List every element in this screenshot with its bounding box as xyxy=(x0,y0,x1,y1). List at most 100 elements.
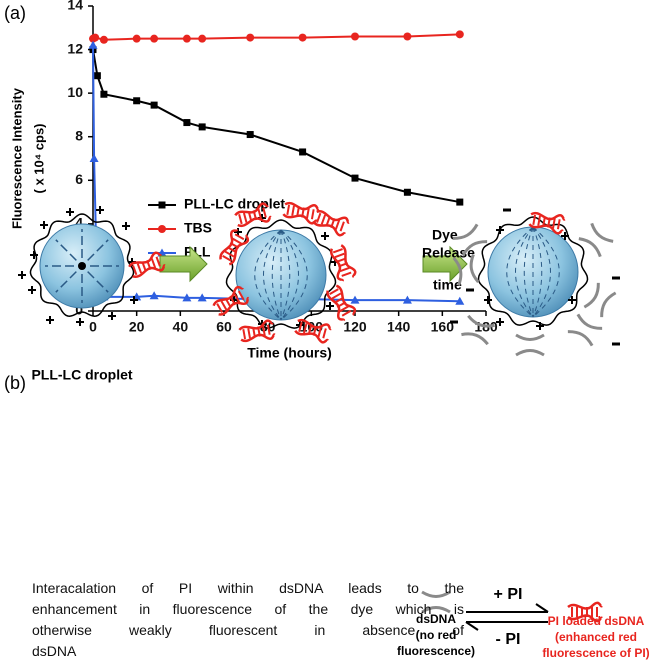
data-point xyxy=(150,101,158,109)
defect-core xyxy=(78,262,86,270)
charge-plus xyxy=(40,221,48,229)
dna-rung xyxy=(532,214,537,226)
dna-strand xyxy=(421,590,451,614)
dna-rung xyxy=(336,257,347,263)
director-line xyxy=(55,239,77,261)
data-point xyxy=(149,291,159,300)
dna-rung xyxy=(552,218,556,229)
data-point xyxy=(150,34,159,43)
director-line xyxy=(263,229,282,321)
data-point xyxy=(99,35,108,44)
data-point xyxy=(197,293,207,302)
director-line xyxy=(523,226,534,318)
dsdna-icon xyxy=(452,253,480,287)
polymer-shell xyxy=(225,219,337,329)
dsdna-icon xyxy=(578,222,614,258)
species-label: dsDNA xyxy=(416,612,456,626)
diagram: PLL-LC droplet Dye Release time + PI - P… xyxy=(18,201,650,660)
caption-line: enhancement in fluorescence of the dye w… xyxy=(32,601,464,617)
pi-dsdna-icon xyxy=(234,202,272,228)
data-point xyxy=(91,33,100,42)
dna-rung xyxy=(262,325,266,336)
dna-strand xyxy=(578,222,614,258)
pi-dsdna-icon xyxy=(212,285,250,316)
series-line xyxy=(92,49,460,204)
dsdna-icon xyxy=(452,223,488,257)
dna-rung xyxy=(234,233,245,241)
x-tick-label: 40 xyxy=(173,319,189,335)
charge-plus xyxy=(28,286,36,294)
data-point xyxy=(198,34,207,43)
x-tick-label: 140 xyxy=(387,319,411,335)
dna-rung xyxy=(132,265,138,276)
species-label: (no red xyxy=(416,628,457,642)
dna-rung xyxy=(227,246,237,254)
y-tick-label: 14 xyxy=(67,0,83,13)
director-line xyxy=(87,239,109,261)
pi-dsdna-icon xyxy=(238,319,276,343)
dsdna-icon xyxy=(567,313,603,347)
x-axis-title: Time (hours) xyxy=(247,345,332,361)
pi-dsdna-icon xyxy=(282,201,320,225)
dna-rung xyxy=(301,207,305,218)
dna-rung xyxy=(547,217,551,228)
dna-rung xyxy=(252,210,258,221)
data-point xyxy=(403,32,412,41)
equilibrium-arrow-head xyxy=(465,621,479,631)
dna-rung xyxy=(537,215,541,226)
reaction-label: + PI xyxy=(494,586,523,603)
dna-rung xyxy=(336,301,347,308)
reaction-label: - PI xyxy=(496,631,521,648)
director-line xyxy=(532,226,543,318)
dna-rung xyxy=(238,214,243,225)
dna-rung xyxy=(322,328,327,339)
data-point xyxy=(246,33,255,42)
dna-rung xyxy=(325,216,331,227)
charge-plus xyxy=(326,302,334,310)
process-arrow xyxy=(159,245,208,283)
x-tick-label: 120 xyxy=(343,319,367,335)
dna-strand xyxy=(583,282,617,318)
data-point xyxy=(132,34,141,43)
pi-dsdna-icon xyxy=(219,228,250,266)
caption-line: Interacalation of PI within dsDNA leads … xyxy=(32,580,464,596)
step-label: Dye xyxy=(432,227,458,243)
dna-rung xyxy=(229,295,236,306)
dna-rung xyxy=(242,212,248,223)
director-line xyxy=(271,229,282,321)
director-line xyxy=(55,271,77,293)
chart: 02468101214020406080100120140160180Time … xyxy=(9,0,497,361)
data-point xyxy=(100,90,108,98)
charge-plus xyxy=(561,232,569,240)
data-point xyxy=(246,131,254,139)
dna-strand xyxy=(515,333,545,357)
pi-dsdna-icon xyxy=(312,210,350,237)
dna-strand xyxy=(294,318,332,344)
data-point xyxy=(455,30,464,39)
dna-rung xyxy=(307,324,313,335)
panel-label: (b) xyxy=(4,373,26,393)
dna-rung xyxy=(329,288,339,295)
charge-plus xyxy=(568,296,576,304)
dna-strand xyxy=(282,201,320,225)
dna-strand xyxy=(238,319,276,343)
dna-rung xyxy=(341,271,352,277)
dna-rung xyxy=(334,252,345,259)
legend-label: PLL-LC droplet xyxy=(184,196,285,212)
process-arrow xyxy=(422,245,468,283)
dsdna-icon xyxy=(515,333,545,357)
dna-rung xyxy=(136,263,143,274)
dna-rung xyxy=(222,255,232,262)
charge-plus xyxy=(108,312,116,320)
dna-rung xyxy=(306,208,310,219)
dna-rung xyxy=(556,219,561,230)
legend-label: TBS xyxy=(184,220,212,236)
dna-strand xyxy=(567,601,603,623)
charge-plus xyxy=(76,318,84,326)
dna-rung xyxy=(155,256,161,267)
dna-rung xyxy=(331,292,342,300)
charge-plus xyxy=(66,208,74,216)
x-tick-label: 60 xyxy=(216,319,232,335)
dna-rung xyxy=(252,327,256,338)
charge-plus xyxy=(96,206,104,214)
